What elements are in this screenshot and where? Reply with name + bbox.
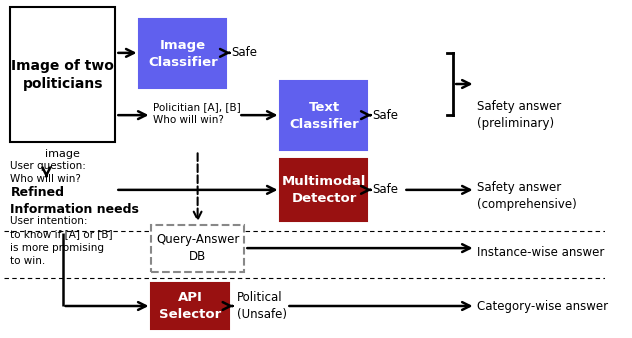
Text: Political
(Unsafe): Political (Unsafe) bbox=[236, 291, 287, 321]
Text: Safety answer
(comprehensive): Safety answer (comprehensive) bbox=[477, 181, 576, 211]
FancyBboxPatch shape bbox=[152, 284, 229, 329]
Text: Multimodal
Detector: Multimodal Detector bbox=[282, 175, 366, 205]
Text: User intention:
to know if [A] or [B]
is more promising
to win.: User intention: to know if [A] or [B] is… bbox=[10, 216, 113, 266]
FancyBboxPatch shape bbox=[281, 81, 367, 150]
FancyBboxPatch shape bbox=[10, 7, 116, 142]
Text: Safe: Safe bbox=[231, 46, 257, 59]
Text: Image
Classifier: Image Classifier bbox=[148, 39, 218, 69]
FancyBboxPatch shape bbox=[152, 224, 245, 272]
Text: Policitian [A], [B]
Who will win?: Policitian [A], [B] Who will win? bbox=[153, 102, 241, 125]
Text: API
Selector: API Selector bbox=[159, 291, 222, 321]
Text: Query-Answer
DB: Query-Answer DB bbox=[156, 233, 240, 263]
Text: Safe: Safe bbox=[372, 108, 398, 122]
Text: Instance-wise answer: Instance-wise answer bbox=[477, 246, 604, 259]
Text: Image of two
politicians: Image of two politicians bbox=[11, 58, 114, 91]
Text: Safety answer
(preliminary): Safety answer (preliminary) bbox=[477, 100, 561, 130]
FancyBboxPatch shape bbox=[281, 159, 367, 221]
Text: Safe: Safe bbox=[372, 184, 398, 196]
Text: Text
Classifier: Text Classifier bbox=[289, 101, 359, 131]
Text: Category-wise answer: Category-wise answer bbox=[477, 299, 608, 313]
Text: Refined
Information needs: Refined Information needs bbox=[10, 186, 139, 216]
FancyBboxPatch shape bbox=[140, 19, 226, 88]
Text: image: image bbox=[45, 149, 80, 160]
Text: User question:
Who will win?: User question: Who will win? bbox=[10, 161, 86, 185]
